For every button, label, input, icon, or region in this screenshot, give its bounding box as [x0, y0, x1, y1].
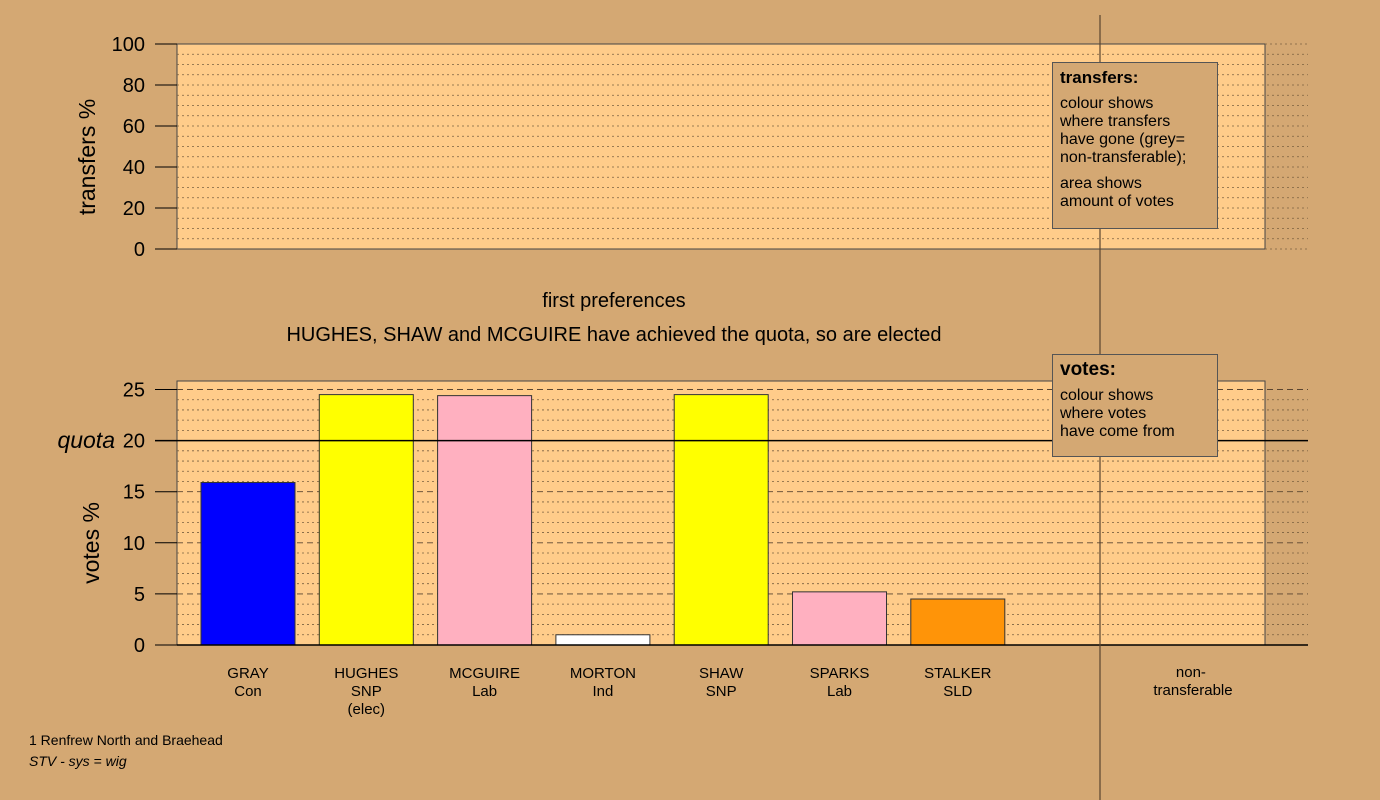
chart-subtitle: HUGHES, SHAW and MCGUIRE have achieved t…: [286, 324, 941, 346]
candidate-label-stalker: STALKER SLD: [924, 665, 991, 700]
bar-hughes: [318, 394, 414, 646]
y-tick-label: 0: [134, 635, 145, 657]
bar-shaw: [673, 394, 769, 646]
bar-stalker: [910, 598, 1006, 646]
transfers-legend-line: colour shows where transfers have gone (…: [1060, 95, 1187, 166]
y-tick-label: 0: [134, 239, 145, 261]
y-tick-label: 10: [123, 533, 145, 555]
y-tick-label: 15: [123, 482, 145, 504]
ward-label: 1 Renfrew North and Braehead: [29, 732, 223, 748]
system-label: STV - sys = wig: [29, 753, 127, 769]
transfers-legend: transfers: colour shows where transfers …: [1052, 62, 1218, 229]
votes-legend-line: colour shows where votes have come from: [1060, 387, 1175, 440]
nontransferable-label: non- transferable: [1153, 664, 1232, 699]
candidate-label-shaw: SHAW SNP: [699, 665, 744, 700]
candidate-label-mcguire: MCGUIRE Lab: [449, 665, 520, 700]
votes-panel: 0 5 10 15 20 25 GRAY Con HUGHES SNP (elec) MCGUIRE…: [57, 380, 1308, 718]
y-tick-label: 20: [123, 198, 145, 220]
y-tick-label: 100: [112, 34, 145, 56]
chart-title: first preferences: [542, 290, 685, 312]
votes-legend-title: votes:: [1060, 359, 1116, 380]
candidate-label-morton: MORTON Ind: [570, 665, 636, 700]
y-tick-label: 25: [123, 380, 145, 402]
y-tick-label: 80: [123, 75, 145, 97]
votes-legend: votes: colour shows where votes have com…: [1052, 354, 1218, 457]
transfers-y-axis-label: transfers %: [74, 99, 100, 215]
quota-label: quota: [57, 427, 115, 453]
bar-morton: [555, 634, 651, 646]
transfers-legend-line: area shows amount of votes: [1060, 175, 1174, 210]
bar-sparks: [792, 591, 887, 646]
transfers-legend-title: transfers:: [1060, 68, 1139, 87]
candidate-label-sparks: SPARKS Lab: [810, 665, 870, 700]
y-tick-label: 60: [123, 116, 145, 138]
y-tick-label: 20: [123, 431, 145, 453]
bar-gray: [200, 482, 296, 646]
votes-y-axis-label: votes %: [78, 502, 104, 584]
y-tick-label: 40: [123, 157, 145, 179]
y-tick-label: 5: [134, 584, 145, 606]
candidate-label-gray: GRAY Con: [227, 665, 268, 700]
bar-mcguire: [437, 395, 533, 646]
candidate-label-hughes: HUGHES SNP (elec): [334, 665, 398, 718]
